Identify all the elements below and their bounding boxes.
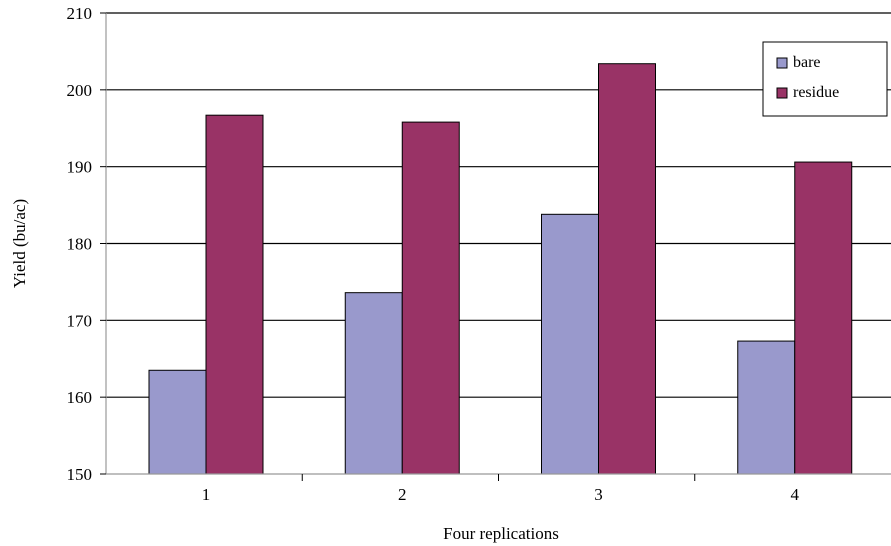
- legend-box: [762, 41, 888, 117]
- bars: [148, 63, 853, 475]
- x-tick-label: 4: [791, 485, 800, 504]
- x-tick-label: 1: [202, 485, 211, 504]
- x-tick-label: 2: [398, 485, 407, 504]
- y-axis-title: Yield (bu/ac): [10, 199, 29, 288]
- bar-bare-2: [344, 292, 403, 475]
- y-tick-label: 190: [67, 158, 93, 177]
- bar-bare-1: [148, 369, 207, 475]
- bar-bare-4: [737, 340, 796, 475]
- axis-ticks: [100, 12, 696, 481]
- legend-label-residue: residue: [793, 84, 839, 101]
- x-tick-labels: 1 2 3 4: [202, 485, 800, 504]
- bar-residue-3: [598, 63, 656, 475]
- y-tick-label: 170: [67, 311, 93, 330]
- bar-residue-2: [401, 121, 460, 475]
- bar-bare-3: [541, 213, 599, 475]
- bar-residue-1: [205, 114, 264, 475]
- y-tick-label: 200: [67, 81, 93, 100]
- x-axis-title: Four replications: [443, 524, 559, 543]
- legend-label-bare: bare: [793, 54, 821, 71]
- legend-swatch-bare: [776, 57, 788, 69]
- y-tick-label: 150: [67, 465, 93, 484]
- bar-residue-4: [794, 161, 853, 475]
- y-tick-label: 210: [67, 4, 93, 23]
- legend: bare residue: [762, 41, 888, 117]
- legend-swatch-residue: [776, 87, 788, 99]
- y-tick-label: 160: [67, 388, 93, 407]
- y-tick-label: 180: [67, 235, 93, 254]
- x-tick-label: 3: [594, 485, 603, 504]
- y-tick-labels: 150 160 170 180 190 200 210: [67, 4, 93, 484]
